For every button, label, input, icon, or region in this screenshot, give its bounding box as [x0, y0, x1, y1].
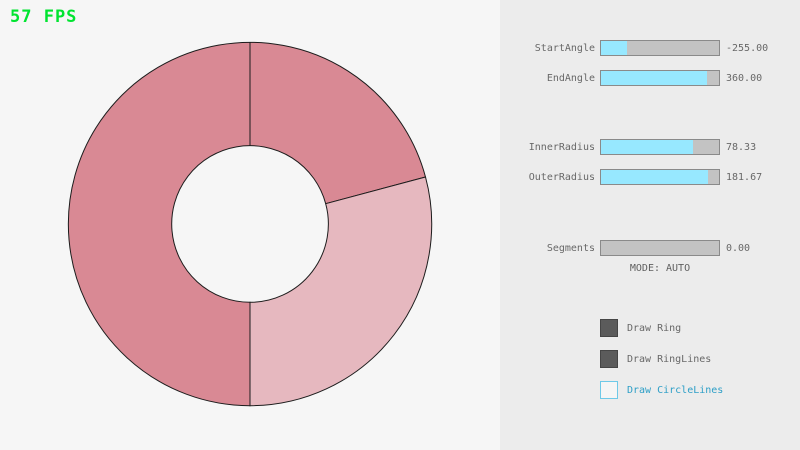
segments-row: Segments 0.00: [500, 240, 800, 256]
inner-radius-slider[interactable]: [600, 139, 720, 155]
end-angle-value: 360.00: [726, 73, 763, 84]
outer-radius-label: OuterRadius: [528, 172, 595, 183]
inner-radius-label: InnerRadius: [528, 142, 595, 153]
start-angle-slider[interactable]: [600, 40, 720, 56]
start-angle-slider-fill: [601, 41, 627, 55]
ring-segment: [67, 41, 427, 407]
ring-chart: [67, 41, 433, 407]
end-angle-slider[interactable]: [600, 70, 720, 86]
inner-radius-value: 78.33: [726, 142, 757, 153]
outer-radius-value: 181.67: [726, 172, 763, 183]
canvas-area: 57 FPS: [10, 7, 433, 407]
checkbox-draw-ring[interactable]: Draw Ring: [600, 318, 681, 338]
checkbox-draw-circlelines[interactable]: Draw CircleLines: [600, 380, 723, 400]
segments-value: 0.00: [726, 243, 751, 254]
draw-circlelines-checkbox[interactable]: [600, 381, 618, 399]
segments-slider[interactable]: [600, 240, 720, 256]
outer-radius-slider[interactable]: [600, 169, 720, 185]
draw-ring-label: Draw Ring: [627, 322, 682, 334]
start-angle-label: StartAngle: [534, 43, 595, 54]
inner-radius-slider-fill: [601, 140, 694, 154]
draw-ringlines-checkbox[interactable]: [600, 350, 618, 368]
outer-radius-slider-fill: [601, 170, 709, 184]
end-angle-label: EndAngle: [546, 73, 595, 84]
end-angle-row: EndAngle 360.00: [500, 70, 800, 86]
inner-radius-row: InnerRadius 78.33: [500, 139, 800, 155]
segments-label: Segments: [546, 243, 595, 254]
checkbox-draw-ringlines[interactable]: Draw RingLines: [600, 349, 711, 369]
start-angle-value: -255.00: [726, 43, 769, 54]
fps-counter: 57 FPS: [10, 7, 78, 27]
outer-radius-row: OuterRadius 181.67: [500, 169, 800, 185]
end-angle-slider-fill: [601, 71, 708, 85]
draw-circlelines-label: Draw CircleLines: [627, 384, 724, 396]
ring-segment: [249, 176, 433, 407]
draw-ringlines-label: Draw RingLines: [627, 353, 712, 365]
draw-ring-checkbox[interactable]: [600, 319, 618, 337]
mode-indicator: MODE: AUTO: [629, 263, 691, 274]
start-angle-row: StartAngle -255.00: [500, 40, 800, 56]
control-panel: StartAngle -255.00 EndAngle 360.00 Inner…: [500, 0, 800, 450]
